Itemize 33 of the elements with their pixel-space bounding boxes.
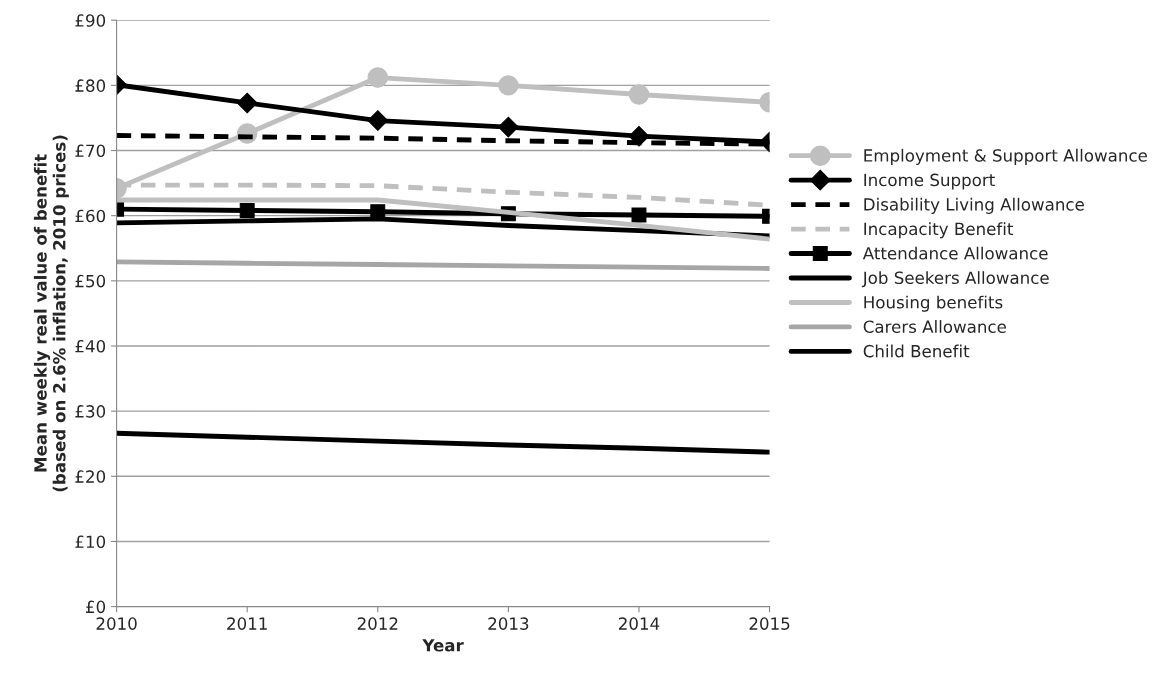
y-tick-label: £20 (75, 470, 106, 483)
legend-label: Carers Allowance (863, 320, 1006, 333)
x-axis-title: Year (422, 639, 464, 652)
legend-label: Income Support (864, 173, 995, 190)
legend-label: Child Benefit (863, 344, 970, 358)
line-series (116, 430, 770, 455)
point (367, 67, 389, 88)
y-tick-label: £90 (75, 14, 106, 27)
y-tick-label: £0 (86, 600, 106, 614)
y-tick-label: £70 (75, 144, 106, 158)
legend-label: Disability Living Allowance (864, 197, 1084, 214)
point (498, 75, 519, 96)
legend-label: Attendance Allowance (862, 246, 1048, 260)
legend-label: Incapacity Benefit (864, 222, 1014, 239)
x-tick-label: 2014 (618, 617, 660, 630)
y-axis-title: Mean weekly real value of benefit (based on 2.6% inflation, 2010 prices) (33, 135, 69, 492)
point (367, 110, 389, 131)
y-tick-label: £30 (75, 405, 106, 418)
y-tick-label: £10 (75, 535, 106, 549)
x-tick-label: 2012 (357, 617, 398, 630)
y-tick-label: £50 (75, 274, 106, 288)
legend-label: Housing benefits (864, 295, 1003, 312)
point (498, 116, 519, 138)
line-series (116, 259, 770, 271)
y-tick-label: £60 (75, 209, 106, 223)
y-tick-label: £80 (75, 79, 106, 92)
y-tick-label: £40 (75, 339, 106, 353)
x-tick-label: 2010 (96, 617, 137, 630)
x-tick-label: 2011 (227, 617, 267, 630)
legend-label: Job Seekers Allowance (861, 271, 1049, 288)
legend-label: Employment & Support Allowance (864, 148, 1147, 165)
x-tick-label: 2013 (488, 617, 529, 630)
x-tick-label: 2015 (749, 617, 790, 630)
